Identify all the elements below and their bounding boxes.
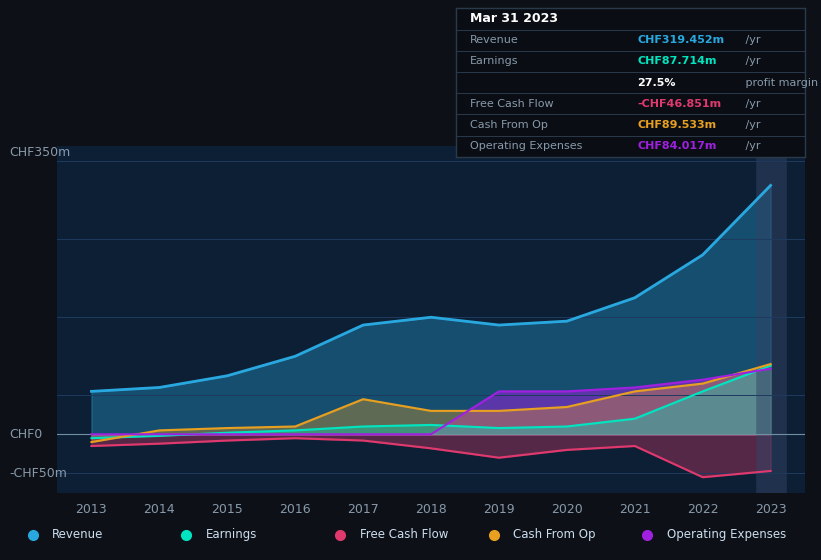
Text: profit margin: profit margin bbox=[742, 78, 818, 87]
Text: /yr: /yr bbox=[742, 141, 760, 151]
Text: Operating Expenses: Operating Expenses bbox=[470, 141, 582, 151]
Text: Revenue: Revenue bbox=[470, 35, 518, 45]
Text: Cash From Op: Cash From Op bbox=[470, 120, 548, 130]
Text: -CHF50m: -CHF50m bbox=[9, 467, 67, 480]
Text: CHF84.017m: CHF84.017m bbox=[637, 141, 717, 151]
Text: 27.5%: 27.5% bbox=[637, 78, 676, 87]
Text: CHF319.452m: CHF319.452m bbox=[637, 35, 724, 45]
Text: CHF89.533m: CHF89.533m bbox=[637, 120, 716, 130]
Text: Operating Expenses: Operating Expenses bbox=[667, 528, 787, 542]
Text: Earnings: Earnings bbox=[470, 57, 518, 67]
Text: /yr: /yr bbox=[742, 120, 760, 130]
Text: Free Cash Flow: Free Cash Flow bbox=[470, 99, 553, 109]
Text: /yr: /yr bbox=[742, 99, 760, 109]
Text: /yr: /yr bbox=[742, 57, 760, 67]
Text: Cash From Op: Cash From Op bbox=[513, 528, 596, 542]
Text: -CHF46.851m: -CHF46.851m bbox=[637, 99, 721, 109]
Text: CHF87.714m: CHF87.714m bbox=[637, 57, 717, 67]
Text: Mar 31 2023: Mar 31 2023 bbox=[470, 12, 557, 26]
Text: Free Cash Flow: Free Cash Flow bbox=[360, 528, 448, 542]
Text: Revenue: Revenue bbox=[53, 528, 103, 542]
Text: CHF350m: CHF350m bbox=[9, 146, 70, 158]
Text: /yr: /yr bbox=[742, 35, 760, 45]
Text: Earnings: Earnings bbox=[206, 528, 257, 542]
Text: CHF0: CHF0 bbox=[9, 428, 42, 441]
